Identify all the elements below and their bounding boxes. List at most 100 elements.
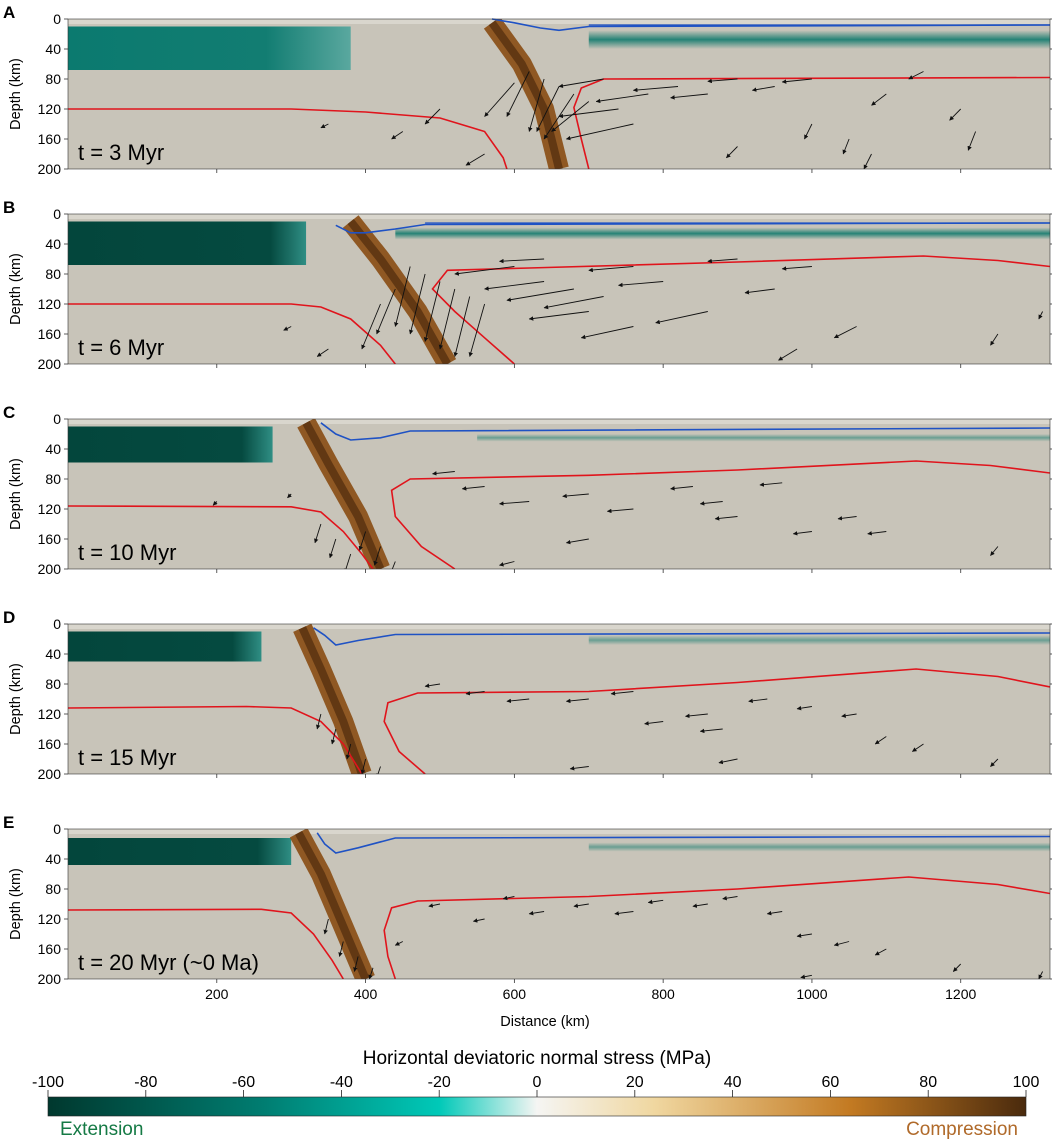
velocity-arrow [952,963,962,972]
panel-frame [67,213,1051,365]
colorbar-gradient [47,1096,1027,1117]
velocity-arrow [314,523,322,544]
y-tick-label: 200 [38,161,62,177]
y-tick-label: 0 [53,206,61,222]
colorbar: Horizontal deviatoric normal stress (MPa… [32,1048,1039,1140]
velocity-arrow [874,736,887,745]
velocity-arrow [781,78,812,84]
velocity-arrow [565,698,589,704]
velocity-arrow [912,743,924,752]
y-tick-label: 200 [38,766,62,782]
panel-letter: C [3,403,15,422]
velocity-arrow [990,333,999,346]
x-tick-label: 1000 [796,986,827,1002]
velocity-arrow [428,903,441,908]
velocity-arrow [867,531,887,536]
colorbar-tick-label: 0 [533,1074,542,1091]
colorbar-tick-label: -40 [330,1074,353,1091]
surface-strip [68,624,1050,629]
velocity-arrow [454,266,515,276]
velocity-arrow [644,721,664,726]
velocity-arrow [361,303,381,350]
velocity-arrow [423,281,441,342]
velocity-arrow [438,288,456,350]
velocity-arrow [376,288,396,335]
velocity-arrow [595,93,649,104]
velocity-arrow [833,326,857,339]
y-tick-label: 160 [38,941,62,957]
velocity-arrow [499,258,545,264]
y-tick-label: 200 [38,971,62,987]
y-tick-label: 80 [45,471,61,487]
x-axis-label: Distance (km) [500,1014,589,1030]
velocity-arrow [283,326,292,331]
panel-c: 0 40 80 120 160 200 Depth (km) Ct = 10 Myr [3,403,1052,577]
velocity-arrow [551,101,590,132]
time-label: t = 10 Myr [78,540,176,565]
velocity-arrow [424,683,441,688]
y-tick-label: 120 [38,101,62,117]
panel-e: 0 40 80 120 160 200 200 400 600 800 1000 1200 Depth … [3,813,1052,1002]
velocity-arrow [714,516,738,521]
panel-frame [67,418,1051,570]
velocity-arrow [343,553,352,569]
velocity-arrow [315,713,322,730]
velocity-arrow [707,78,738,84]
velocity-arrow [632,86,679,93]
y-tick-label: 80 [45,676,61,692]
x-tick-label: 800 [651,986,675,1002]
velocity-arrow [722,895,738,901]
panel-frame [67,18,1051,170]
panel-d: 0 40 80 120 160 200 Depth (km) Dt = 15 Myr [3,608,1052,782]
velocity-arrow [506,71,530,117]
velocity-arrow [373,546,381,566]
velocity-arrow [685,713,708,719]
y-tick-label: 160 [38,326,62,342]
velocity-arrow [573,903,589,908]
y-axis-label: Depth (km) [8,58,24,130]
y-tick-label: 0 [53,411,61,427]
panel-letter: A [3,3,15,22]
time-label: t = 20 Myr (~0 Ma) [78,950,259,975]
velocity-arrow [655,311,708,325]
y-tick-label: 0 [53,11,61,27]
velocity-arrow [796,705,812,711]
lab-line-left [68,705,363,774]
lab-line-left [68,303,396,364]
extension-zone [68,631,262,662]
upper-plate-stress-band [395,227,1050,240]
velocity-arrow [360,758,367,774]
velocity-arrow [391,561,396,569]
velocity-arrow [453,296,471,357]
velocity-arrow [358,531,367,551]
lab-line-right [573,76,1050,169]
extension-label: Extension [60,1119,143,1140]
slab-core [295,830,370,979]
surface-line [320,422,1051,441]
velocity-arrow [558,108,619,119]
colorbar-tick-label: -20 [428,1074,451,1091]
velocity-arrow [330,728,337,745]
velocity-arrow [338,941,344,957]
surface-strip [68,19,1050,24]
colorbar-tick-label: -60 [232,1074,255,1091]
slab-core [488,20,563,169]
slab-core [302,420,385,569]
y-tick-label: 40 [45,646,61,662]
velocity-arrow [391,131,404,140]
velocity-arrow [908,71,924,80]
x-tick-label: 600 [503,986,527,1002]
y-tick-label: 0 [53,616,61,632]
y-tick-label: 120 [38,706,62,722]
y-tick-label: 160 [38,131,62,147]
extension-zone [68,838,292,865]
surface-line [313,627,1051,646]
y-tick-label: 200 [38,561,62,577]
velocity-arrow [461,486,485,491]
lab-line-right [383,668,1050,774]
panel-frame [67,828,1051,980]
colorbar-tick-label: 60 [822,1074,840,1091]
velocity-arrow [394,941,404,946]
slab-core [298,626,366,774]
velocity-arrow [990,758,999,767]
